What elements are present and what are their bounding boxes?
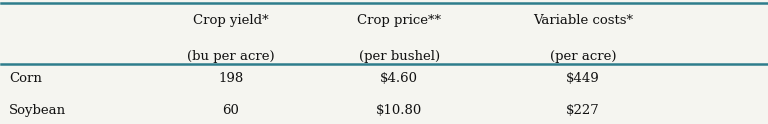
Text: $227: $227 <box>566 104 600 117</box>
Text: Soybean: Soybean <box>9 104 66 117</box>
Text: $4.60: $4.60 <box>380 72 419 85</box>
Text: 198: 198 <box>218 72 243 85</box>
Text: $10.80: $10.80 <box>376 104 422 117</box>
Text: (per acre): (per acre) <box>550 50 616 63</box>
Text: (bu per acre): (bu per acre) <box>187 50 275 63</box>
Text: (per bushel): (per bushel) <box>359 50 440 63</box>
Text: Corn: Corn <box>9 72 42 85</box>
Text: 60: 60 <box>223 104 240 117</box>
Text: $449: $449 <box>566 72 600 85</box>
Text: Crop price**: Crop price** <box>357 14 442 27</box>
Text: Variable costs*: Variable costs* <box>533 14 633 27</box>
Text: Crop yield*: Crop yield* <box>193 14 269 27</box>
